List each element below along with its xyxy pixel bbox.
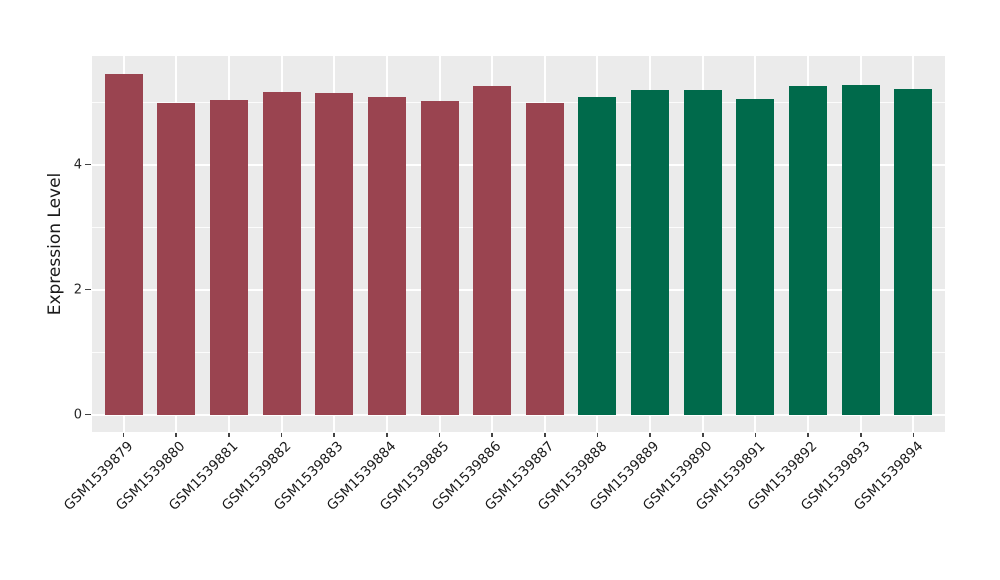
x-tick-mark	[754, 432, 757, 437]
x-tick-mark	[596, 432, 599, 437]
bar	[262, 92, 301, 415]
bar	[420, 100, 459, 415]
y-tick-mark	[85, 288, 91, 291]
x-tick-mark	[544, 432, 546, 437]
bar	[894, 88, 933, 415]
y-tick-mark	[85, 413, 91, 416]
bar	[525, 103, 564, 415]
y-gridline-major	[92, 413, 945, 416]
y-gridline-major	[92, 163, 945, 166]
x-tick-mark	[912, 432, 915, 437]
bar	[736, 98, 775, 415]
x-tick-mark	[228, 432, 230, 437]
plot-panel	[92, 56, 945, 432]
bar	[367, 97, 406, 415]
bar	[104, 73, 143, 415]
y-tick-label: 2	[73, 282, 82, 297]
x-tick-mark	[280, 432, 283, 437]
y-gridline-minor	[92, 351, 945, 353]
x-tick-mark	[333, 432, 335, 437]
bar	[157, 102, 196, 415]
y-gridline-minor	[92, 101, 945, 103]
bar	[841, 84, 880, 415]
bar	[209, 99, 248, 415]
x-tick-mark	[860, 432, 862, 437]
bar	[473, 85, 512, 415]
x-tick-mark	[491, 432, 493, 437]
bar	[631, 90, 670, 415]
x-tick-mark	[122, 432, 125, 437]
bar	[789, 85, 828, 415]
x-tick-mark	[807, 432, 809, 437]
x-tick-mark	[438, 432, 441, 437]
bar	[578, 97, 617, 415]
y-gridline-minor	[92, 226, 945, 228]
x-tick-mark	[175, 432, 177, 437]
x-tick-mark	[386, 432, 388, 437]
x-tick-mark	[649, 432, 651, 437]
y-tick-label: 4	[73, 157, 82, 172]
x-tick-mark	[702, 432, 704, 437]
bar	[315, 93, 354, 415]
y-gridline-major	[92, 288, 945, 291]
bar	[683, 89, 722, 415]
y-tick-label: 0	[73, 407, 82, 422]
y-tick-mark	[85, 163, 91, 166]
